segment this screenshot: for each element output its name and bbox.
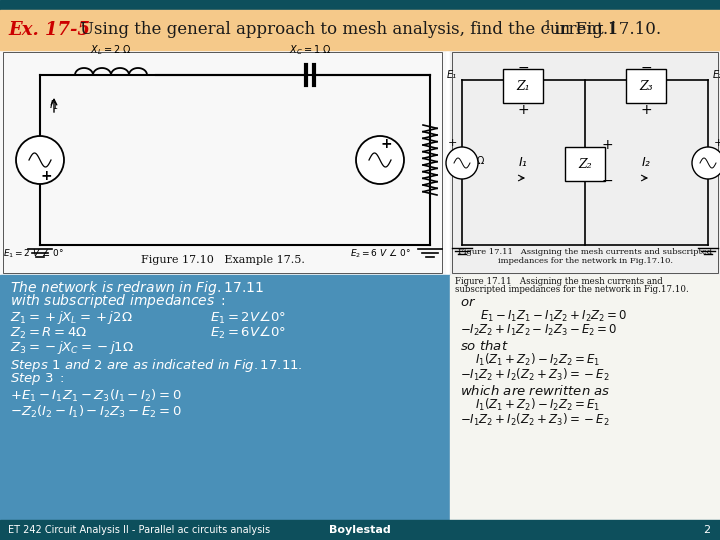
Circle shape	[356, 136, 404, 184]
Text: −: −	[517, 61, 528, 75]
Circle shape	[692, 147, 720, 179]
Text: $Z_1 = +jX_L = +j2\Omega$: $Z_1 = +jX_L = +j2\Omega$	[10, 309, 132, 327]
Text: $so\ that$: $so\ that$	[460, 339, 508, 353]
Circle shape	[16, 136, 64, 184]
Text: $\it{Step\ 3\ :}$: $\it{Step\ 3\ :}$	[10, 371, 65, 387]
Text: $Z_2 = R = 4\Omega$: $Z_2 = R = 4\Omega$	[10, 326, 87, 341]
Text: Z₃: Z₃	[639, 79, 653, 92]
Bar	[452, 52, 718, 273]
Text: E₁: E₁	[447, 70, 457, 80]
Text: $-Z_2(I_2 - I_1) - I_2Z_3 - E_2 = 0$: $-Z_2(I_2 - I_1) - I_2Z_3 - E_2 = 0$	[10, 404, 181, 420]
Text: E₂: E₂	[713, 70, 720, 80]
Text: +: +	[380, 137, 392, 151]
Text: I₂: I₂	[642, 157, 650, 170]
Circle shape	[446, 147, 478, 179]
Bar	[450, 50, 720, 275]
Bar	[565, 147, 605, 181]
Text: $-I_2Z_2 + I_1Z_2 - I_2Z_3 - E_2 = 0$: $-I_2Z_2 + I_1Z_2 - I_2Z_3 - E_2 = 0$	[460, 322, 617, 338]
Text: $E_1 - I_1Z_1 - I_1Z_2 + I_2Z_2 = 0$: $E_1 - I_1Z_1 - I_1Z_2 + I_2Z_2 = 0$	[480, 308, 627, 323]
Bar	[0, 10, 720, 50]
Text: subscripted impedances for the network in Fig.17.10.: subscripted impedances for the network i…	[455, 286, 689, 294]
Text: $\it{The\ network\ is\ redrawn\ in\ Fig.17.11}$: $\it{The\ network\ is\ redrawn\ in\ Fig.…	[10, 279, 264, 297]
Text: −: −	[601, 174, 613, 188]
Text: Figure 17.11   Assigning the mesh currents and subscripted impedances for the ne: Figure 17.11 Assigning the mesh currents…	[458, 248, 712, 265]
Text: Z₁: Z₁	[516, 79, 530, 92]
Text: +: +	[447, 138, 456, 148]
Text: −: −	[640, 61, 652, 75]
Text: $\it{Steps\ 1\ and\ 2\ are\ as\ indicated\ in\ Fig.17.11.}$: $\it{Steps\ 1\ and\ 2\ are\ as\ indicate…	[10, 356, 302, 374]
Bar	[3, 52, 442, 273]
Text: +: +	[601, 138, 613, 152]
Bar	[0, 0, 720, 10]
Text: Figure 17.10   Example 17.5.: Figure 17.10 Example 17.5.	[140, 255, 305, 265]
Text: Figure 17.11   Assigning the mesh currents and: Figure 17.11 Assigning the mesh currents…	[455, 278, 662, 287]
Text: $+E_1 - I_1Z_1 - Z_3(I_1 - I_2) = 0$: $+E_1 - I_1Z_1 - Z_3(I_1 - I_2) = 0$	[10, 388, 181, 404]
Text: Ex. 17-5: Ex. 17-5	[8, 21, 90, 39]
Text: $-I_1Z_2 + I_2(Z_2 + Z_3) = -E_2$: $-I_1Z_2 + I_2(Z_2 + Z_3) = -E_2$	[460, 412, 610, 428]
Text: $which\ are\ rewritten\ as$: $which\ are\ rewritten\ as$	[460, 384, 611, 398]
Text: $X_L = 2\ \Omega$: $X_L = 2\ \Omega$	[90, 43, 132, 57]
Bar	[0, 50, 445, 275]
Text: $Z_3 = -jX_C = -j1\Omega$: $Z_3 = -jX_C = -j1\Omega$	[10, 340, 134, 356]
Text: $I_1(Z_1 + Z_2) - I_2Z_2 = E_1$: $I_1(Z_1 + Z_2) - I_2Z_2 = E_1$	[475, 352, 600, 368]
Text: $R = 4\ \Omega$: $R = 4\ \Omega$	[448, 154, 485, 166]
Text: $\it{with\ subscripted\ impedances\ :}$: $\it{with\ subscripted\ impedances\ :}$	[10, 292, 225, 310]
Text: $E_2 = 6V\angle 0°$: $E_2 = 6V\angle 0°$	[210, 325, 286, 341]
Text: $E_1 = 2\ V\ \angle\ 0°$: $E_1 = 2\ V\ \angle\ 0°$	[3, 247, 64, 260]
Text: +: +	[714, 138, 720, 148]
Text: 2: 2	[703, 525, 710, 535]
Text: $or$: $or$	[460, 296, 476, 309]
Text: ET 242 Circuit Analysis II - Parallel ac circuits analysis: ET 242 Circuit Analysis II - Parallel ac…	[8, 525, 270, 535]
Text: I₁: I₁	[518, 157, 527, 170]
Text: +: +	[40, 169, 52, 183]
Text: $E_1 = 2V\angle 0°$: $E_1 = 2V\angle 0°$	[210, 310, 286, 326]
Bar	[0, 520, 720, 540]
Text: $-I_1Z_2 + I_2(Z_2 + Z_3) = -E_2$: $-I_1Z_2 + I_2(Z_2 + Z_3) = -E_2$	[460, 367, 610, 383]
Bar	[0, 50, 720, 275]
Text: +: +	[640, 103, 652, 117]
Text: Using the general approach to mesh analysis, find the current I: Using the general approach to mesh analy…	[80, 22, 616, 38]
Text: +: +	[517, 103, 528, 117]
Text: $E_2 = 6\ V\ \angle\ 0°$: $E_2 = 6\ V\ \angle\ 0°$	[350, 247, 411, 260]
Text: in Fig.17.10.: in Fig.17.10.	[549, 22, 661, 38]
Bar	[450, 275, 720, 520]
Text: $I_1(Z_1 + Z_2) - I_2Z_2 = E_1$: $I_1(Z_1 + Z_2) - I_2Z_2 = E_1$	[475, 397, 600, 413]
Bar	[0, 275, 450, 520]
Text: 1: 1	[543, 20, 551, 33]
Bar	[503, 69, 543, 103]
Text: Boylestad: Boylestad	[329, 525, 391, 535]
Bar	[626, 69, 666, 103]
Text: $X_C = 1\ \Omega$: $X_C = 1\ \Omega$	[289, 43, 331, 57]
Text: Z₂: Z₂	[578, 158, 592, 171]
Text: $I_1$: $I_1$	[49, 98, 59, 112]
